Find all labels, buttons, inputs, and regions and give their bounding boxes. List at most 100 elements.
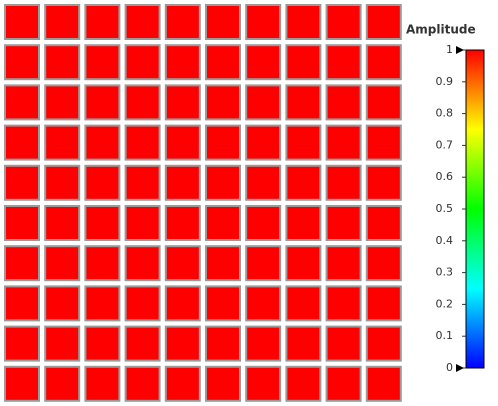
heatmap-cell xyxy=(285,124,322,161)
heatmap-cell xyxy=(44,44,81,81)
heatmap-cell xyxy=(44,325,81,362)
heatmap-cell xyxy=(205,285,241,322)
colorbar xyxy=(465,49,485,369)
heatmap-cell xyxy=(44,164,81,201)
heatmap-cell xyxy=(124,4,161,40)
heatmap-cell xyxy=(4,205,40,241)
heatmap-cell xyxy=(365,325,402,362)
heatmap-cell xyxy=(124,365,161,402)
heatmap-cell xyxy=(205,164,241,201)
heatmap-cell xyxy=(325,365,362,402)
colorbar-pointer xyxy=(456,46,464,54)
heatmap-cell xyxy=(285,365,322,402)
heatmap-cell xyxy=(164,4,201,40)
heatmap-cell xyxy=(245,84,282,121)
heatmap-cell xyxy=(205,44,241,81)
colorbar-tick-label: 0.2 xyxy=(436,297,454,310)
colorbar-tick-label: 0.8 xyxy=(436,107,454,120)
heatmap-cell xyxy=(124,124,161,161)
heatmap-cell xyxy=(44,205,81,241)
heatmap-cell xyxy=(285,205,322,241)
heatmap-cell xyxy=(164,205,201,241)
heatmap-cell xyxy=(285,285,322,322)
heatmap-cell xyxy=(164,325,201,362)
heatmap-cell xyxy=(285,4,322,40)
heatmap-cell xyxy=(285,44,322,81)
heatmap-cell xyxy=(325,44,362,81)
heatmap-cell xyxy=(365,164,402,201)
heatmap-cell xyxy=(365,4,402,40)
heatmap-cell xyxy=(4,44,40,81)
heatmap-cell xyxy=(245,124,282,161)
heatmap-cell xyxy=(164,245,201,282)
heatmap-cell xyxy=(124,285,161,322)
colorbar-pointer xyxy=(456,364,464,372)
heatmap-cell xyxy=(84,4,121,40)
heatmap-cell xyxy=(205,245,241,282)
heatmap-cell xyxy=(44,84,81,121)
heatmap-cell xyxy=(205,4,241,40)
heatmap-cell xyxy=(84,245,121,282)
heatmap-cell xyxy=(245,164,282,201)
heatmap-cell xyxy=(164,365,201,402)
heatmap-cell xyxy=(205,365,241,402)
heatmap-cell xyxy=(285,245,322,282)
heatmap-cell xyxy=(285,84,322,121)
heatmap-cell xyxy=(325,84,362,121)
heatmap-cell xyxy=(365,84,402,121)
heatmap-cell xyxy=(4,4,40,40)
heatmap-cell xyxy=(4,124,40,161)
colorbar-tick-label: 0 xyxy=(446,361,453,374)
heatmap-cell xyxy=(205,84,241,121)
colorbar-title: Amplitude xyxy=(406,23,476,37)
heatmap-cell xyxy=(205,325,241,362)
heatmap-cell xyxy=(44,365,81,402)
heatmap-cell xyxy=(325,205,362,241)
heatmap-cell xyxy=(285,164,322,201)
heatmap-cell xyxy=(4,365,40,402)
heatmap-cell xyxy=(164,164,201,201)
colorbar-tick-label: 0.5 xyxy=(436,202,454,215)
heatmap-cell xyxy=(325,285,362,322)
heatmap-cell xyxy=(245,325,282,362)
heatmap-cell xyxy=(365,245,402,282)
heatmap-cell xyxy=(164,285,201,322)
heatmap-cell xyxy=(124,325,161,362)
colorbar-tick-label: 0.7 xyxy=(436,138,454,151)
heatmap-cell xyxy=(245,285,282,322)
heatmap-cell xyxy=(285,325,322,362)
heatmap-cell xyxy=(245,4,282,40)
colorbar-tick-label: 0.9 xyxy=(436,75,454,88)
heatmap-cell xyxy=(4,245,40,282)
heatmap-cell xyxy=(84,205,121,241)
heatmap-cell xyxy=(44,124,81,161)
heatmap-cell xyxy=(4,84,40,121)
heatmap-cell xyxy=(245,44,282,81)
heatmap-cell xyxy=(325,245,362,282)
heatmap-cell xyxy=(4,164,40,201)
colorbar-tick-label: 0.3 xyxy=(436,266,454,279)
heatmap-cell xyxy=(325,124,362,161)
colorbar-tick-label: 1 xyxy=(446,43,453,56)
heatmap-cell xyxy=(44,4,81,40)
heatmap-cell xyxy=(205,124,241,161)
heatmap-cell xyxy=(325,4,362,40)
colorbar-tick-label: 0.1 xyxy=(436,329,454,342)
heatmap-cell xyxy=(84,124,121,161)
heatmap-cell xyxy=(164,44,201,81)
heatmap-cell xyxy=(44,285,81,322)
heatmap-cell xyxy=(84,44,121,81)
heatmap-cell xyxy=(124,164,161,201)
heatmap-cell xyxy=(205,205,241,241)
heatmap-cell xyxy=(124,245,161,282)
heatmap-cell xyxy=(124,205,161,241)
heatmap-cell xyxy=(365,44,402,81)
colorbar-tick-label: 0.6 xyxy=(436,170,454,183)
heatmap-cell xyxy=(365,285,402,322)
heatmap-cell xyxy=(325,325,362,362)
heatmap-cell xyxy=(365,124,402,161)
heatmap-cell xyxy=(84,164,121,201)
heatmap-cell xyxy=(164,124,201,161)
heatmap-cell xyxy=(4,285,40,322)
